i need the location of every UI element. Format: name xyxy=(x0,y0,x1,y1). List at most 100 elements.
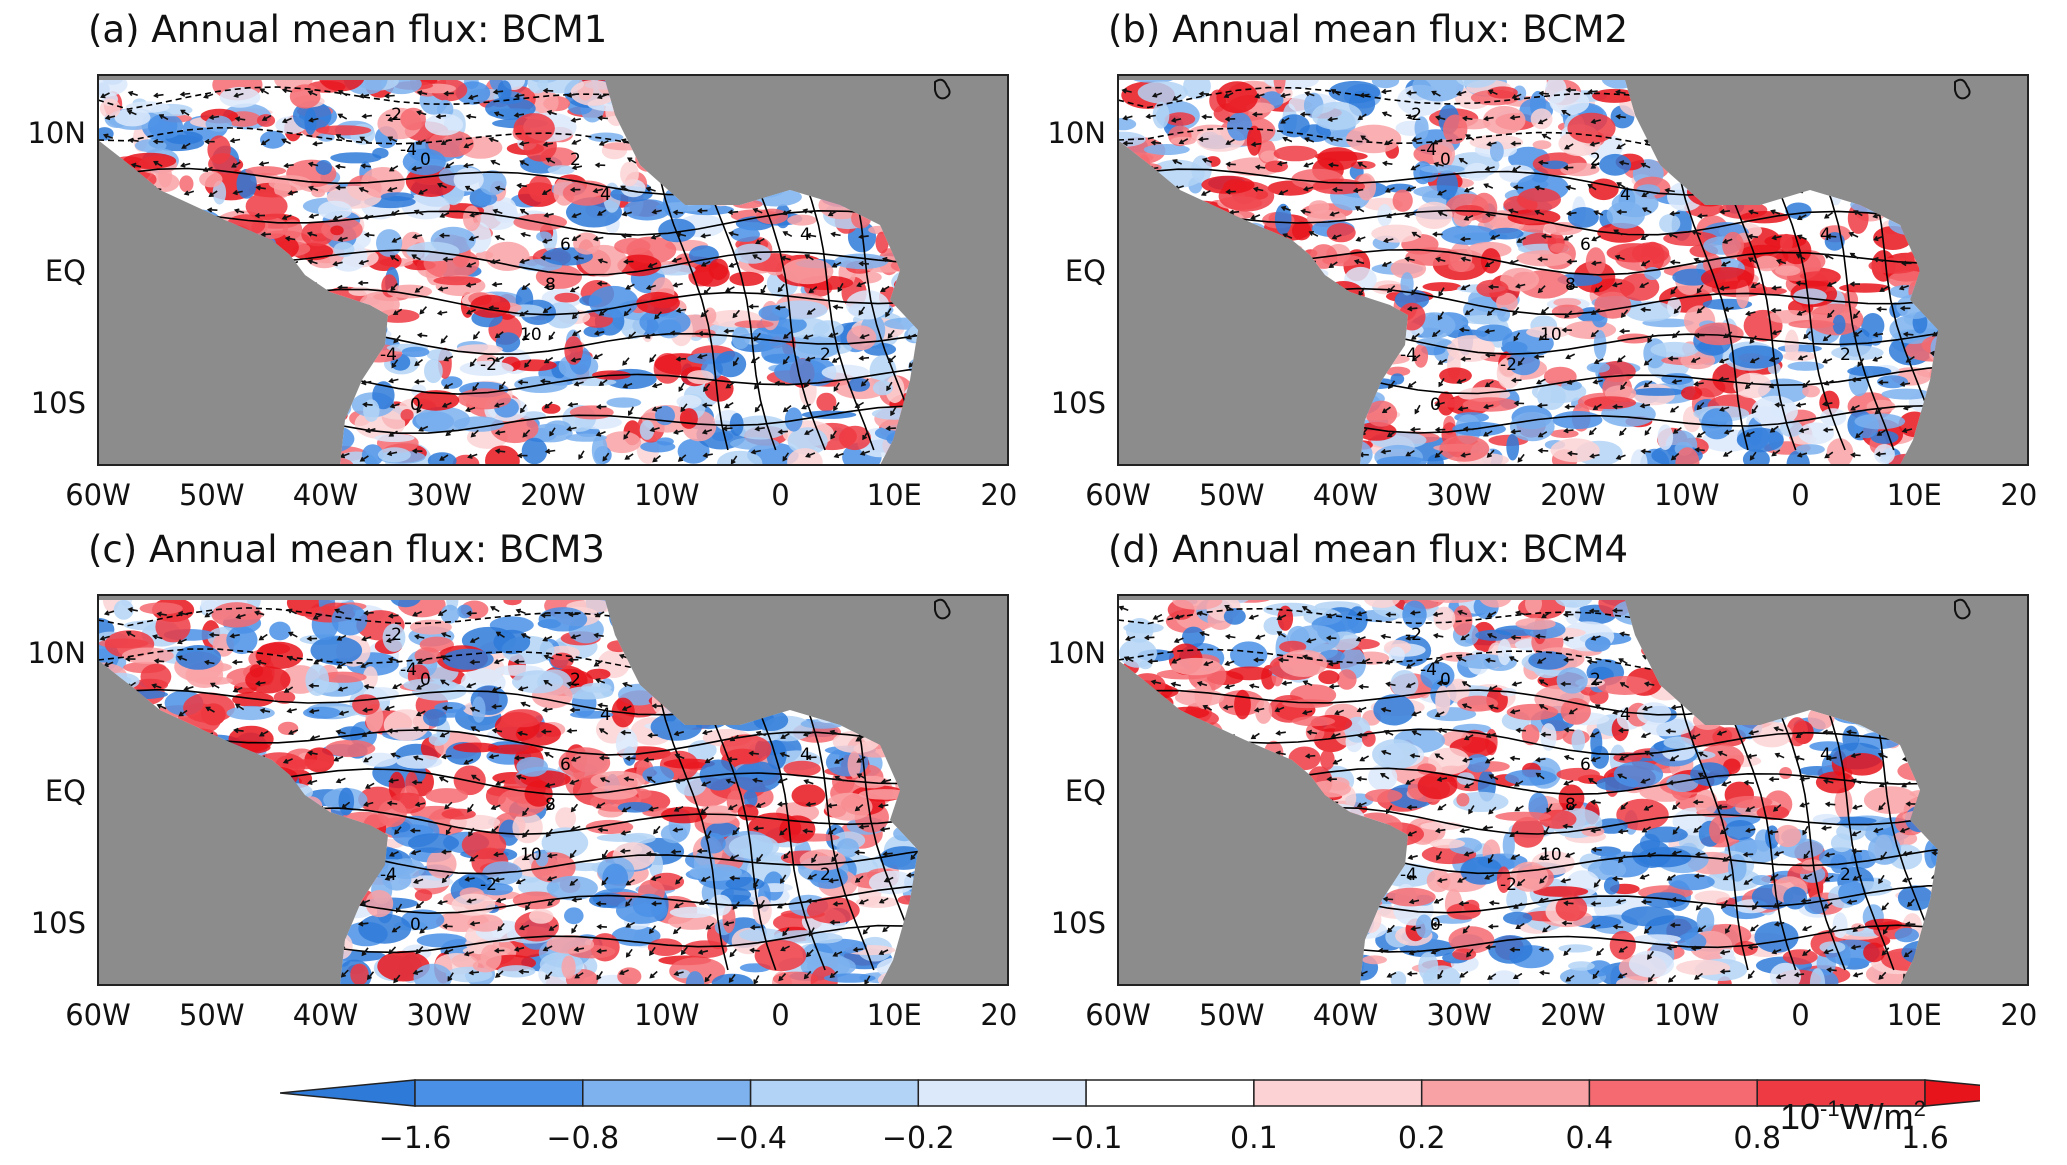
lat-label: 10N xyxy=(27,116,86,150)
flux-patch xyxy=(755,940,807,971)
flux-patch xyxy=(1743,449,1770,470)
flux-patch xyxy=(1780,234,1793,252)
flux-patch xyxy=(1650,342,1698,358)
lon-label: 10W xyxy=(634,478,700,512)
flux-patch xyxy=(1393,190,1413,212)
contour-label: -4 xyxy=(1400,345,1417,365)
flux-patch xyxy=(1439,435,1489,461)
lon-label: 20W xyxy=(1540,478,1606,512)
flux-patch xyxy=(683,940,728,958)
flux-patch xyxy=(624,199,671,220)
flux-patch xyxy=(1483,106,1526,135)
contour-label: 8 xyxy=(545,275,556,295)
flux-patch xyxy=(514,113,555,143)
flux-patch xyxy=(278,722,298,735)
flux-patch xyxy=(485,446,520,476)
flux-patch xyxy=(620,162,639,187)
flux-patch xyxy=(592,435,608,465)
flux-patch xyxy=(1785,330,1799,360)
flux-patch xyxy=(414,964,453,992)
flux-patch xyxy=(589,286,639,318)
flux-patch xyxy=(1584,396,1636,409)
flux-patch xyxy=(813,320,844,338)
flux-patch xyxy=(1798,422,1834,444)
flux-patch xyxy=(586,669,610,680)
contour-label: 4 xyxy=(600,185,611,205)
flux-patch xyxy=(269,622,291,641)
flux-patch xyxy=(400,108,426,131)
flux-patch xyxy=(376,229,402,257)
flux-patch xyxy=(453,743,499,753)
lon-label: 50W xyxy=(1199,478,1265,512)
flux-patch xyxy=(1630,388,1685,396)
flux-patch xyxy=(246,192,288,220)
contour-label: 2 xyxy=(1590,150,1601,170)
contour-label: 8 xyxy=(1565,275,1576,295)
contour-label: 4 xyxy=(800,225,811,245)
flux-patch xyxy=(1517,250,1572,266)
lat-label: 10N xyxy=(1047,116,1106,150)
flux-patch xyxy=(570,405,614,419)
flux-patch xyxy=(135,139,167,152)
contour-label: -2 xyxy=(385,105,402,125)
flux-patch xyxy=(311,188,325,197)
contour-label: 2 xyxy=(820,345,831,365)
flux-patch xyxy=(402,347,430,357)
contour-label: -4 xyxy=(1420,140,1437,160)
flux-patch xyxy=(542,404,561,414)
flux-patch xyxy=(1531,108,1553,129)
flux-patch xyxy=(715,351,746,377)
flux-patch xyxy=(1607,243,1661,262)
contour-label: -4 xyxy=(400,140,417,160)
lon-label: 50W xyxy=(179,478,245,512)
flux-patch xyxy=(735,320,774,328)
lat-label: 10S xyxy=(31,386,86,420)
flux-patch xyxy=(199,171,222,187)
flux-patch xyxy=(606,397,641,407)
flux-patch xyxy=(1568,207,1599,228)
contour-label: -2 xyxy=(1500,355,1517,375)
flux-patch xyxy=(358,914,411,944)
flux-patch xyxy=(350,964,368,986)
flux-patch xyxy=(1589,179,1619,201)
lon-label: 10W xyxy=(1654,478,1720,512)
flux-patch xyxy=(212,602,262,627)
flux-patch xyxy=(1599,154,1631,176)
lat-label: 10S xyxy=(1051,386,1106,420)
lon-label: 40W xyxy=(293,478,359,512)
flux-patch xyxy=(597,834,648,842)
flux-patch xyxy=(443,649,494,670)
flux-patch xyxy=(303,707,341,719)
flux-patch xyxy=(1312,102,1362,130)
flux-patch xyxy=(453,455,480,473)
lat-label: EQ xyxy=(45,254,86,288)
flux-patch xyxy=(1110,118,1136,130)
flux-patch xyxy=(1510,412,1555,441)
flux-patch xyxy=(1701,267,1753,290)
flux-patch xyxy=(787,448,823,476)
flux-patch xyxy=(1463,397,1519,411)
flux-patch xyxy=(846,290,889,319)
flux-patch xyxy=(250,664,264,677)
lon-label: 40W xyxy=(1313,478,1379,512)
flux-patch xyxy=(1833,315,1846,335)
flux-patch xyxy=(1517,188,1561,212)
contour-label: 4 xyxy=(1620,185,1631,205)
flux-patch xyxy=(1551,438,1600,462)
flux-patch xyxy=(1867,400,1896,413)
flux-patch xyxy=(378,447,411,462)
flux-patch xyxy=(384,709,430,741)
contour-label: -2 xyxy=(480,355,497,375)
lon-label: 20E xyxy=(980,478,1020,512)
flux-patch xyxy=(614,238,650,254)
flux-patch xyxy=(424,359,443,383)
flux-patch xyxy=(1439,367,1472,383)
flux-patch xyxy=(1775,266,1800,276)
flux-patch xyxy=(1346,125,1401,154)
contour-label: 6 xyxy=(1580,235,1591,255)
flux-patch xyxy=(425,114,463,136)
